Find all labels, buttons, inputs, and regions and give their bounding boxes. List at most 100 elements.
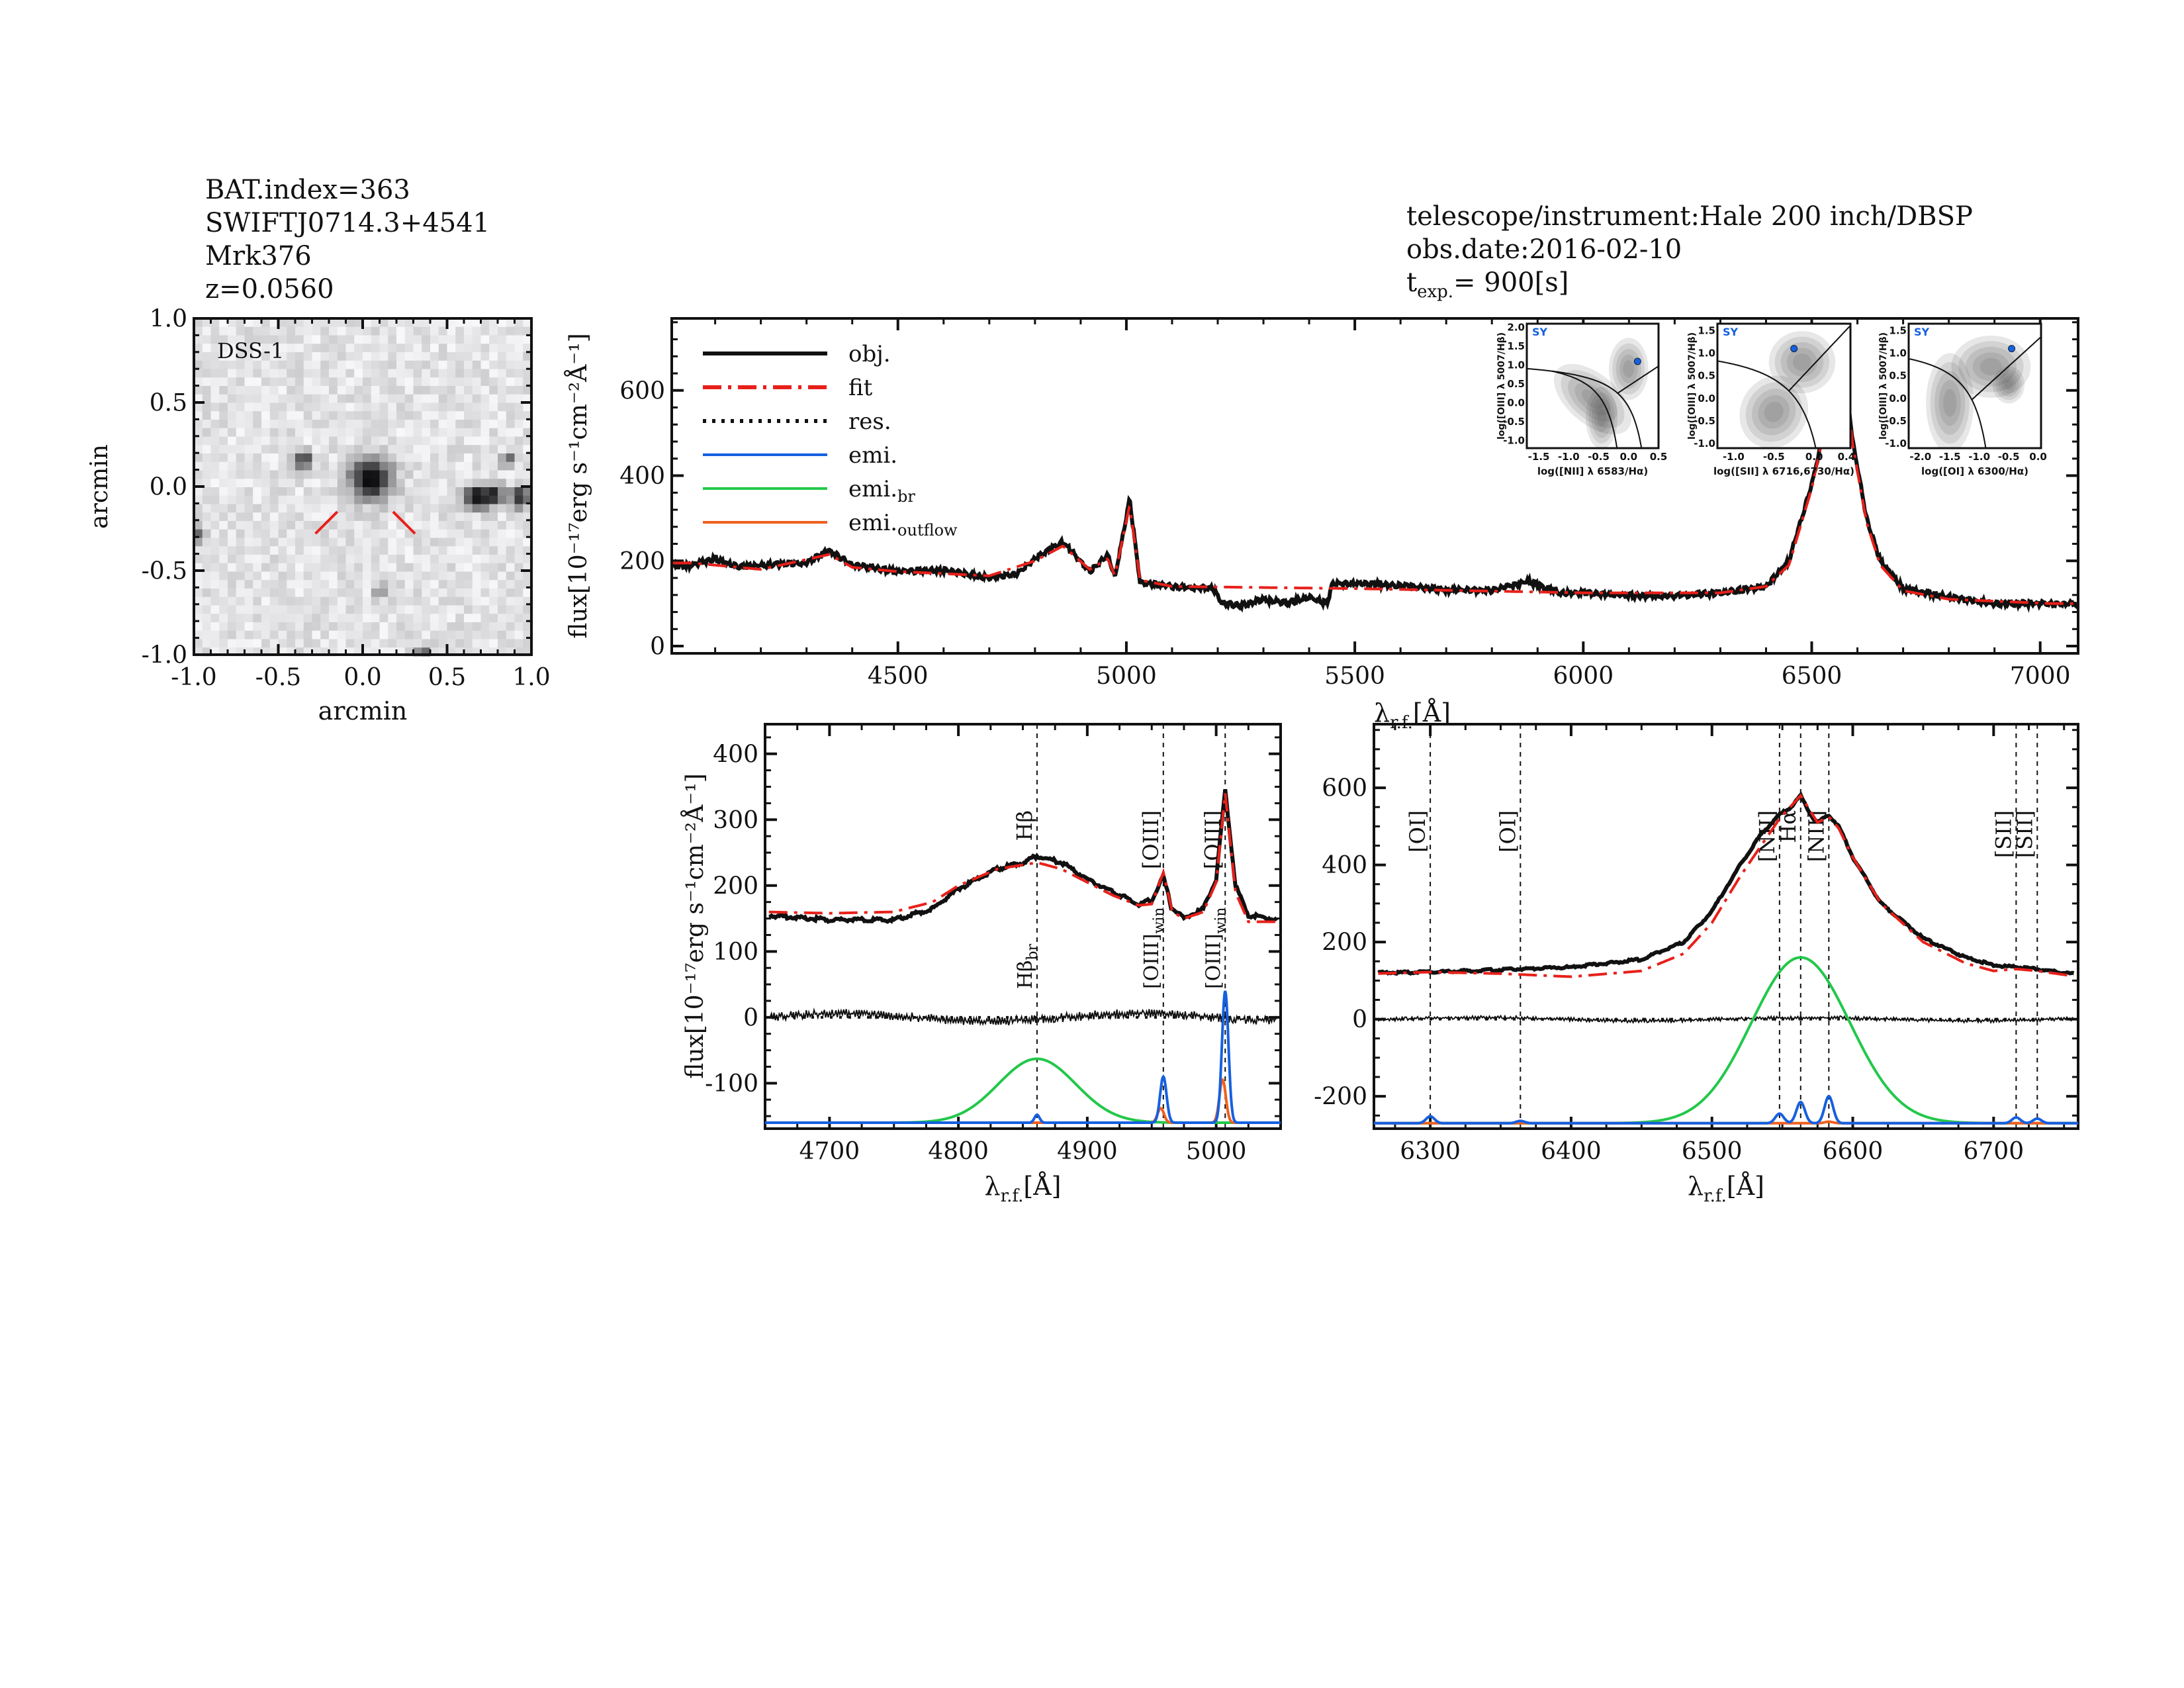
image-pixel xyxy=(320,453,330,463)
image-pixel xyxy=(514,445,523,454)
image-pixel xyxy=(354,521,363,530)
image-pixel xyxy=(438,622,448,632)
image-pixel xyxy=(236,596,246,606)
image-pixel xyxy=(422,352,431,361)
image-pixel xyxy=(523,639,532,648)
image-pixel xyxy=(404,546,414,555)
image-pixel xyxy=(320,470,330,479)
image-pixel xyxy=(396,394,406,404)
image-pixel xyxy=(312,344,321,353)
image-pixel xyxy=(388,445,397,454)
image-pixel xyxy=(430,436,439,445)
image-pixel xyxy=(210,479,220,488)
image-pixel xyxy=(287,402,296,412)
image-pixel xyxy=(388,622,397,632)
image-pixel xyxy=(202,639,212,648)
image-pixel xyxy=(244,335,253,344)
image-pixel xyxy=(498,639,507,648)
y-tick-label: 0.5 xyxy=(1507,378,1525,390)
image-pixel xyxy=(287,580,296,589)
image-pixel xyxy=(354,420,363,429)
image-pixel xyxy=(287,479,296,488)
density-contour xyxy=(1768,331,1836,394)
image-pixel xyxy=(413,352,422,361)
image-pixel xyxy=(354,622,363,632)
image-pixel xyxy=(514,605,523,614)
image-pixel xyxy=(337,504,347,513)
image-pixel xyxy=(261,386,271,395)
image-pixel xyxy=(329,420,338,429)
density-contours xyxy=(1527,338,1659,448)
image-pixel xyxy=(523,588,532,598)
image-pixel xyxy=(329,470,338,479)
image-pixel xyxy=(363,588,372,598)
density-contour xyxy=(1998,373,2019,397)
image-pixel xyxy=(422,504,431,513)
image-pixel xyxy=(329,571,338,581)
x-tick-label: 6500 xyxy=(1682,1138,1743,1165)
y-tick-label: 0.0 xyxy=(1507,397,1525,409)
x-tick-label: 0.0 xyxy=(1619,451,1637,463)
image-pixel xyxy=(345,546,355,555)
image-pixel xyxy=(210,377,220,387)
legend-text: fit xyxy=(848,375,873,401)
image-pixel xyxy=(269,344,279,353)
image-pixel xyxy=(295,326,304,336)
image-pixel xyxy=(261,614,271,623)
x-tick-label: 4700 xyxy=(799,1138,860,1165)
image-pixel xyxy=(422,402,431,412)
image-pixel xyxy=(228,487,237,496)
image-pixel xyxy=(244,318,253,328)
image-pixel xyxy=(244,428,253,438)
x-tick-label: -1.0 xyxy=(1968,451,1990,463)
image-pixel xyxy=(363,335,372,344)
image-pixel xyxy=(523,605,532,614)
image-pixel xyxy=(363,352,372,361)
image-pixel xyxy=(480,487,490,496)
x-tick-label: 5000 xyxy=(1186,1138,1247,1165)
image-pixel xyxy=(253,546,262,555)
image-pixel xyxy=(261,596,271,606)
density-contour xyxy=(1979,357,2003,376)
image-pixel xyxy=(329,344,338,353)
image-pixel xyxy=(295,335,304,344)
image-pixel xyxy=(329,352,338,361)
image-pixel xyxy=(253,571,262,581)
image-pixel xyxy=(480,411,490,420)
image-pixel xyxy=(514,504,523,513)
image-pixel xyxy=(354,352,363,361)
image-pixel xyxy=(379,614,388,623)
image-pixel xyxy=(464,563,473,573)
image-pixel xyxy=(455,504,465,513)
image-pixel xyxy=(228,326,237,336)
image-pixel xyxy=(261,495,271,505)
image-pixel xyxy=(320,318,330,328)
legend-label-3: emi. xyxy=(848,442,897,469)
image-pixel xyxy=(194,512,203,522)
image-pixel xyxy=(337,596,347,606)
image-pixel xyxy=(447,538,456,547)
image-pixel xyxy=(194,453,203,463)
image-pixel xyxy=(345,386,355,395)
image-pixel xyxy=(506,453,516,463)
observation-date: obs.date:2016-02-10 xyxy=(1406,234,1682,265)
image-pixel xyxy=(278,546,287,555)
image-pixel xyxy=(472,588,482,598)
density-contour xyxy=(1553,363,1632,435)
image-pixel xyxy=(295,386,304,395)
image-pixel xyxy=(287,411,296,420)
image-pixel xyxy=(514,326,523,336)
image-pixel xyxy=(489,411,498,420)
image-pixel xyxy=(498,461,507,471)
image-pixel xyxy=(379,555,388,564)
image-pixel xyxy=(371,326,381,336)
image-pixel xyxy=(371,630,381,640)
image-pixel xyxy=(219,453,228,463)
image-pixel xyxy=(523,470,532,479)
image-pixel xyxy=(464,529,473,539)
image-pixel xyxy=(303,411,313,420)
image-pixel xyxy=(464,428,473,438)
image-pixel xyxy=(498,326,507,336)
image-pixel xyxy=(269,352,279,361)
image-pixel xyxy=(480,546,490,555)
